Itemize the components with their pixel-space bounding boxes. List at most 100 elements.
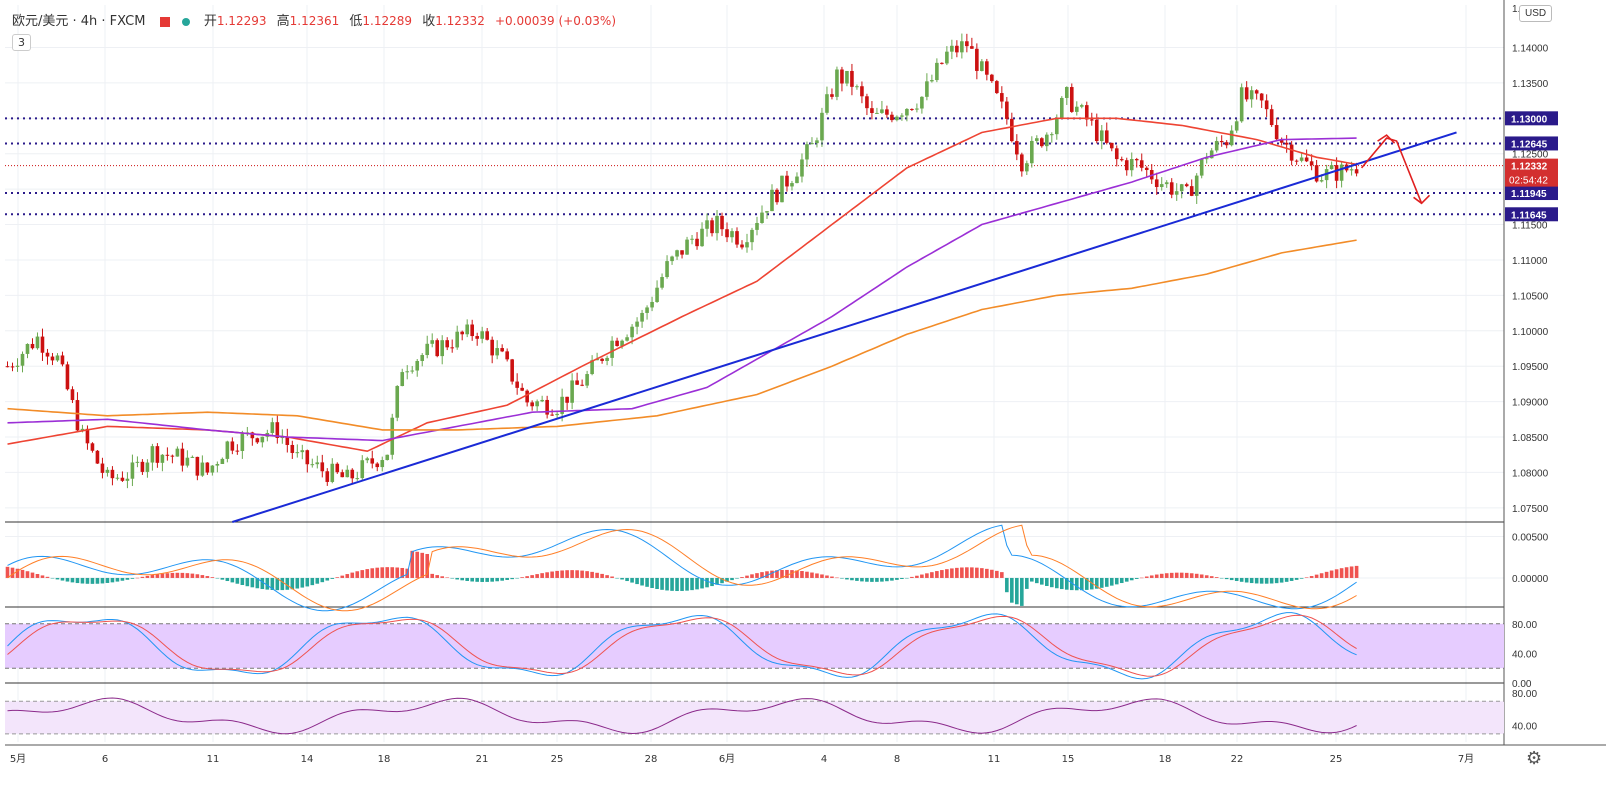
candle-body xyxy=(995,81,999,94)
candle-body xyxy=(115,477,120,479)
rsi-line xyxy=(7,697,1357,735)
candle-body xyxy=(1050,134,1054,136)
macd-histogram-bar xyxy=(345,574,350,578)
macd-histogram-bar xyxy=(1054,577,1059,589)
open-label: 开 xyxy=(203,14,217,29)
macd-histogram-bar xyxy=(395,567,400,578)
macd-histogram-bar xyxy=(835,577,839,579)
candle-body xyxy=(260,436,265,443)
macd-histogram-bar xyxy=(675,577,679,592)
macd-histogram-bar xyxy=(510,577,514,580)
candle-body xyxy=(965,41,969,47)
macd-histogram-bar xyxy=(165,573,170,578)
candle-body xyxy=(320,462,325,472)
macd-histogram-bar xyxy=(115,577,120,582)
candle-body xyxy=(1304,157,1309,162)
macd-histogram-bar xyxy=(580,570,584,578)
candle-body xyxy=(710,220,714,234)
macd-histogram-bar xyxy=(1114,577,1119,585)
candle-body xyxy=(835,69,839,97)
candle-body xyxy=(1020,154,1024,172)
stochastic-pane xyxy=(5,612,1504,680)
macd-histogram-bar xyxy=(885,577,889,582)
indicator-count-badge[interactable]: 3 xyxy=(12,34,31,51)
time-axis-tick-label: 8 xyxy=(894,754,900,765)
candle-body xyxy=(550,414,554,416)
candle-body xyxy=(40,336,45,353)
macd-histogram-bar xyxy=(75,577,80,584)
macd-histogram-bar xyxy=(1349,566,1354,578)
macd-histogram-bar xyxy=(60,577,65,581)
macd-histogram-bar xyxy=(1314,574,1319,578)
macd-histogram-bar xyxy=(475,577,479,582)
symbol-title[interactable]: 欧元/美元 · 4h · FXCM xyxy=(12,14,146,29)
candle-body xyxy=(110,469,115,479)
time-axis-tick-label: 5月 xyxy=(10,753,26,765)
macd-histogram-bar xyxy=(995,570,999,578)
candle-body xyxy=(1264,100,1269,110)
macd-histogram-bar xyxy=(660,577,664,590)
macd-histogram-bar xyxy=(945,569,949,578)
candle-body xyxy=(670,256,674,262)
macd-histogram-bar xyxy=(40,575,45,578)
macd-histogram-bar xyxy=(930,572,934,578)
candle-body xyxy=(735,231,739,245)
macd-histogram-bar xyxy=(340,575,345,578)
macd-histogram-bar xyxy=(795,570,799,578)
close-label: 收 xyxy=(422,14,436,29)
time-axis-tick-label: 28 xyxy=(645,754,658,765)
macd-histogram-bar xyxy=(740,577,744,578)
macd-histogram-bar xyxy=(385,567,390,578)
close-value: 1.12332 xyxy=(435,14,485,28)
candle-body xyxy=(335,463,340,473)
currency-button[interactable]: USD xyxy=(1519,5,1553,22)
stochastic-k-line xyxy=(7,612,1357,680)
macd-histogram-bar xyxy=(410,550,415,578)
candle-body xyxy=(205,462,210,473)
signal-line xyxy=(7,524,1357,612)
macd-histogram-bar xyxy=(570,570,574,578)
macd-histogram-bar xyxy=(630,577,634,583)
level-price-tag xyxy=(1505,136,1558,151)
macd-histogram-bar xyxy=(615,577,619,579)
candle-body xyxy=(760,212,764,223)
candle-body xyxy=(1089,119,1094,121)
gear-icon[interactable]: ⚙ xyxy=(1526,748,1543,768)
macd-histogram-bar xyxy=(1344,567,1349,578)
last-price-tag xyxy=(1505,158,1558,187)
macd-histogram-bar xyxy=(185,573,190,578)
candle-body xyxy=(160,454,165,463)
macd-histogram-bar xyxy=(450,577,455,579)
candle-body xyxy=(960,41,964,53)
macd-histogram-bar xyxy=(665,577,669,591)
flag-icon[interactable] xyxy=(159,16,170,27)
candle-body xyxy=(1334,165,1339,181)
macd-histogram-bar xyxy=(815,573,819,578)
rsi-band xyxy=(5,701,1504,734)
candle-body xyxy=(1074,106,1079,112)
macd-histogram-bar xyxy=(1144,576,1149,578)
candle-body xyxy=(665,261,669,278)
candle-body xyxy=(175,448,180,457)
macd-histogram-bar xyxy=(220,577,225,580)
macd-histogram-bar xyxy=(770,570,774,578)
candle-body xyxy=(745,242,749,248)
macd-histogram-bar xyxy=(705,577,709,588)
candle-body xyxy=(805,144,809,160)
candle-body xyxy=(1129,159,1134,171)
candle-body xyxy=(675,250,679,257)
macd-histogram-bar xyxy=(1299,577,1304,579)
level-price-label: 1.12645 xyxy=(1511,139,1548,150)
macd-histogram-bar xyxy=(780,569,784,578)
macd-histogram-bar xyxy=(1334,569,1339,578)
macd-histogram-bar xyxy=(130,577,135,579)
price-axis-tick-label: 1.09000 xyxy=(1512,398,1549,409)
macd-histogram-bar xyxy=(830,576,834,578)
candle-body xyxy=(920,96,924,109)
macd-histogram-bar xyxy=(1309,576,1314,578)
candle-body xyxy=(880,109,884,113)
candle-body xyxy=(450,347,455,349)
macd-histogram-bar xyxy=(45,576,50,578)
macd-histogram-bar xyxy=(400,567,405,578)
